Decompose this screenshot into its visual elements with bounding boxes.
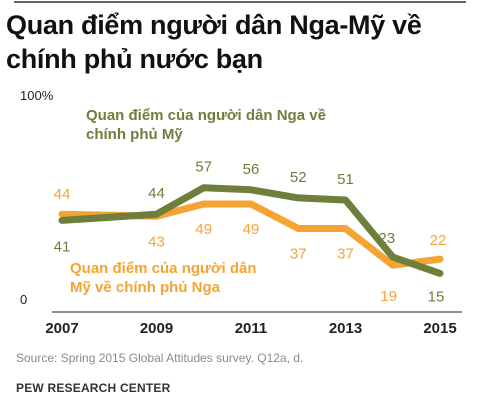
data-label: 51: [337, 171, 354, 188]
organization-logo-text: PEW RESEARCH CENTER: [16, 381, 171, 395]
line-chart: 2007 2009 2011 2013 2015 100% 0 41 44 57 56 52 51 23…: [14, 1, 466, 337]
data-label: 15: [428, 288, 445, 305]
data-label: 44: [148, 185, 165, 202]
series-lines: [58, 184, 444, 277]
data-label: 37: [290, 246, 307, 263]
x-tick-label: 2013: [329, 320, 362, 337]
x-tick-label: 2011: [235, 320, 268, 337]
data-labels: 41 44 57 56 52 51 23 15 44 43 49 49 37 37 19 22: [54, 159, 447, 306]
y-tick-label: 100%: [20, 88, 54, 103]
y-tick-label: 0: [20, 292, 27, 307]
data-label: 22: [430, 232, 447, 249]
data-label: 57: [195, 159, 212, 176]
data-label: 37: [337, 246, 354, 263]
chart-title: Quan điểm người dân Nga-Mỹ về chính phủ …: [6, 10, 422, 74]
x-tick-label: 2015: [423, 320, 456, 337]
data-label: 19: [380, 288, 397, 305]
series-line-russia: [58, 184, 444, 277]
series-label-us: Quan điểm của người dân: [70, 260, 257, 277]
data-label: 44: [54, 186, 71, 203]
data-label: 49: [195, 221, 212, 238]
data-label: 41: [54, 238, 71, 255]
data-label: 23: [378, 230, 395, 247]
x-tick-label: 2007: [45, 320, 78, 337]
data-label: 56: [243, 161, 260, 178]
x-tick-label: 2009: [140, 320, 173, 337]
data-label: 49: [243, 221, 260, 238]
series-labels: Quan điểm của người dân Nga về chính phủ …: [70, 107, 326, 296]
source-note: Source: Spring 2015 Global Attitudes sur…: [16, 351, 304, 365]
series-label-russia: chính phủ Mỹ: [86, 126, 183, 143]
data-label: 52: [290, 169, 307, 186]
series-label-us: Mỹ về chính phủ Nga: [70, 279, 221, 296]
axes: 2007 2009 2011 2013 2015 100% 0: [14, 1, 466, 337]
series-line-us: [58, 200, 444, 269]
data-label: 43: [148, 233, 165, 250]
series-label-russia: Quan điểm của người dân Nga về: [86, 107, 326, 124]
